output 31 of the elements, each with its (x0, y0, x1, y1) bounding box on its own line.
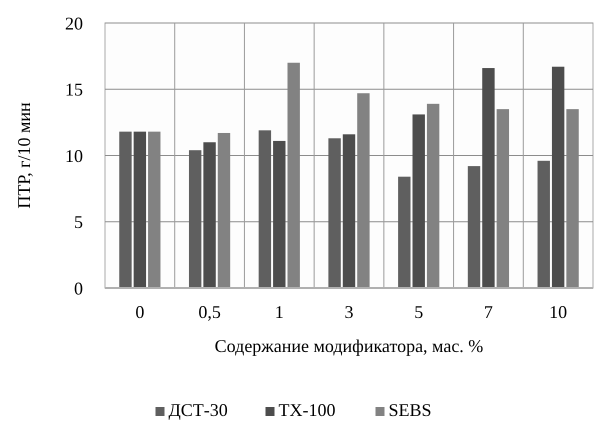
x-tick-label: 7 (484, 302, 493, 322)
bar (273, 140, 286, 288)
legend-label: TX-100 (278, 400, 336, 420)
x-tick-label: 5 (414, 302, 424, 322)
x-tick-label: 3 (344, 302, 354, 322)
bar (119, 132, 132, 288)
x-axis-title: Содержание модификатора, мас. % (214, 336, 484, 356)
bar (468, 166, 480, 288)
legend-label: ДСТ-30 (168, 400, 228, 420)
bar (134, 132, 146, 288)
bar (328, 138, 341, 288)
bar (398, 176, 411, 288)
y-tick-label: 20 (65, 13, 83, 34)
bar (258, 130, 272, 288)
bar (552, 66, 564, 288)
y-tick-label: 0 (74, 278, 83, 298)
y-axis-title: ПТР, г/10 мин (14, 102, 34, 209)
x-tick-label: 1 (274, 302, 284, 322)
bar (412, 114, 425, 288)
bar (342, 134, 356, 288)
legend-label: SEBS (388, 400, 432, 420)
bar (482, 68, 495, 288)
bar (203, 142, 216, 288)
y-tick-label: 10 (65, 146, 83, 166)
bar (188, 150, 202, 288)
y-tick-label: 15 (65, 80, 83, 100)
y-tick-label: 5 (74, 212, 83, 232)
x-tick-label: 0 (135, 302, 144, 322)
x-tick-label: 0,5 (198, 302, 221, 322)
x-tick-label: 10 (549, 302, 568, 322)
bar (538, 160, 550, 288)
